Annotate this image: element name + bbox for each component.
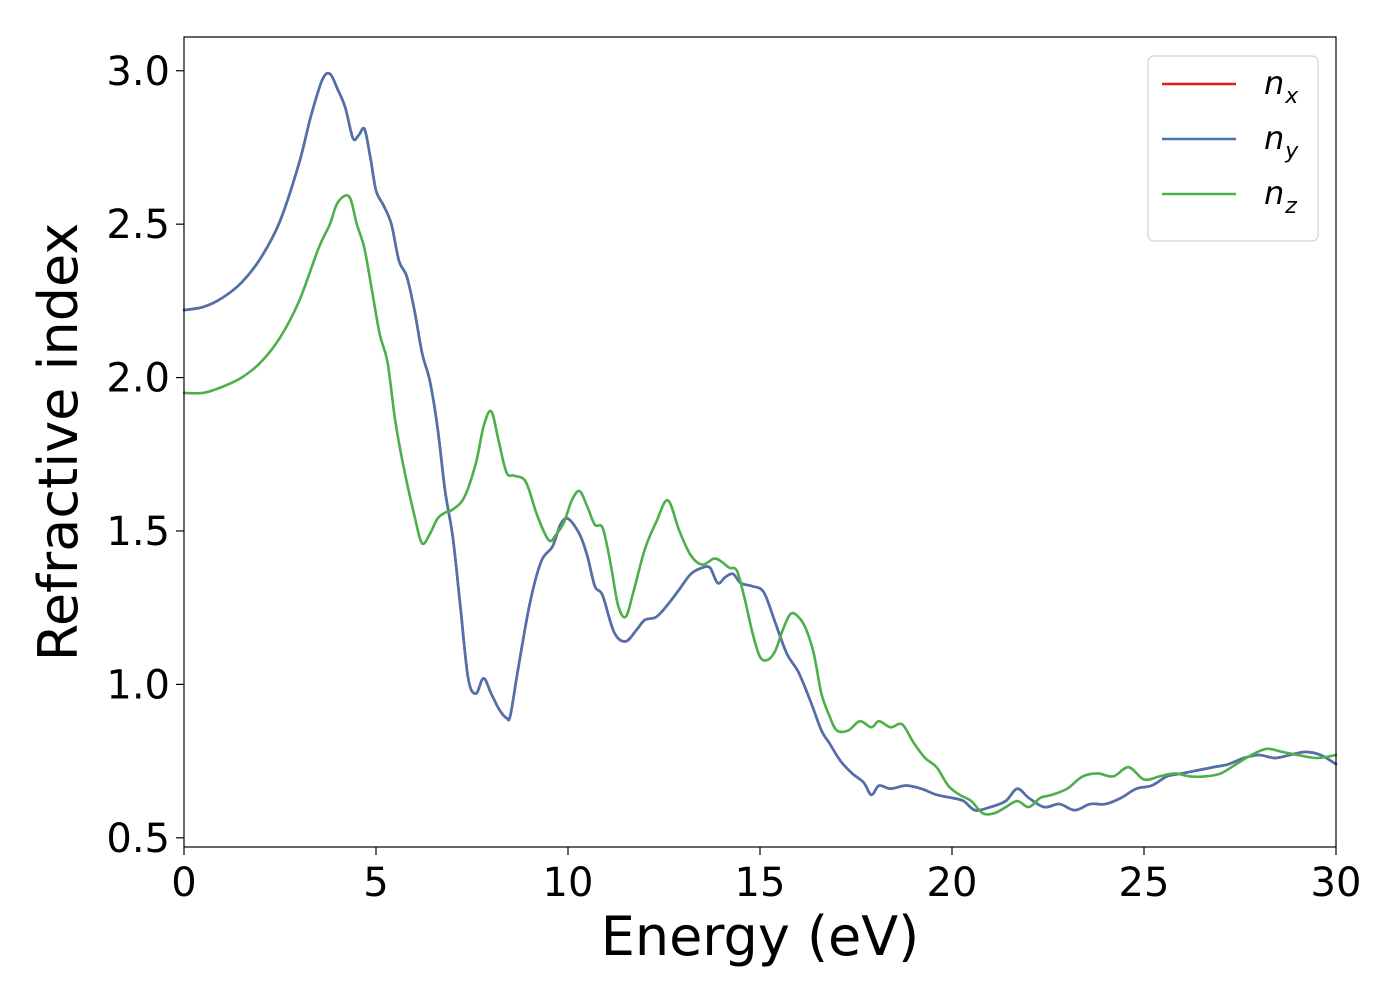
x-axis-title: Energy (eV)	[601, 905, 920, 968]
series-line-nz	[182, 194, 1338, 816]
legend: nx ny nz	[1147, 55, 1319, 242]
legend-label-ny: ny	[1264, 119, 1299, 164]
x-tick-label: 20	[927, 860, 978, 906]
x-tick-label: 30	[1311, 860, 1362, 906]
series-line-ny	[182, 71, 1338, 812]
y-tick-label: 3.0	[106, 49, 170, 95]
x-tick-label: 15	[735, 860, 786, 906]
legend-label-nz: nz	[1264, 174, 1297, 219]
legend-label-nx: nx	[1264, 64, 1299, 109]
series-layer	[182, 71, 1338, 816]
y-tick-label: 2.0	[106, 356, 170, 402]
x-tick-label: 5	[363, 860, 388, 906]
y-tick-label: 2.5	[106, 202, 170, 248]
x-tick-label: 25	[1119, 860, 1170, 906]
y-tick-label: 1.0	[106, 662, 170, 708]
y-tick-label: 0.5	[106, 816, 170, 862]
x-tick-label: 0	[171, 860, 196, 906]
y-axis-ticks: 0.5 1.0 1.5 2.0 2.5 3.0	[106, 49, 184, 862]
y-axis-title: Refractive index	[27, 223, 90, 662]
x-axis-ticks: 0 5 10 15 20 25 30	[171, 847, 1361, 906]
x-tick-label: 10	[543, 860, 594, 906]
y-tick-label: 1.5	[106, 509, 170, 555]
